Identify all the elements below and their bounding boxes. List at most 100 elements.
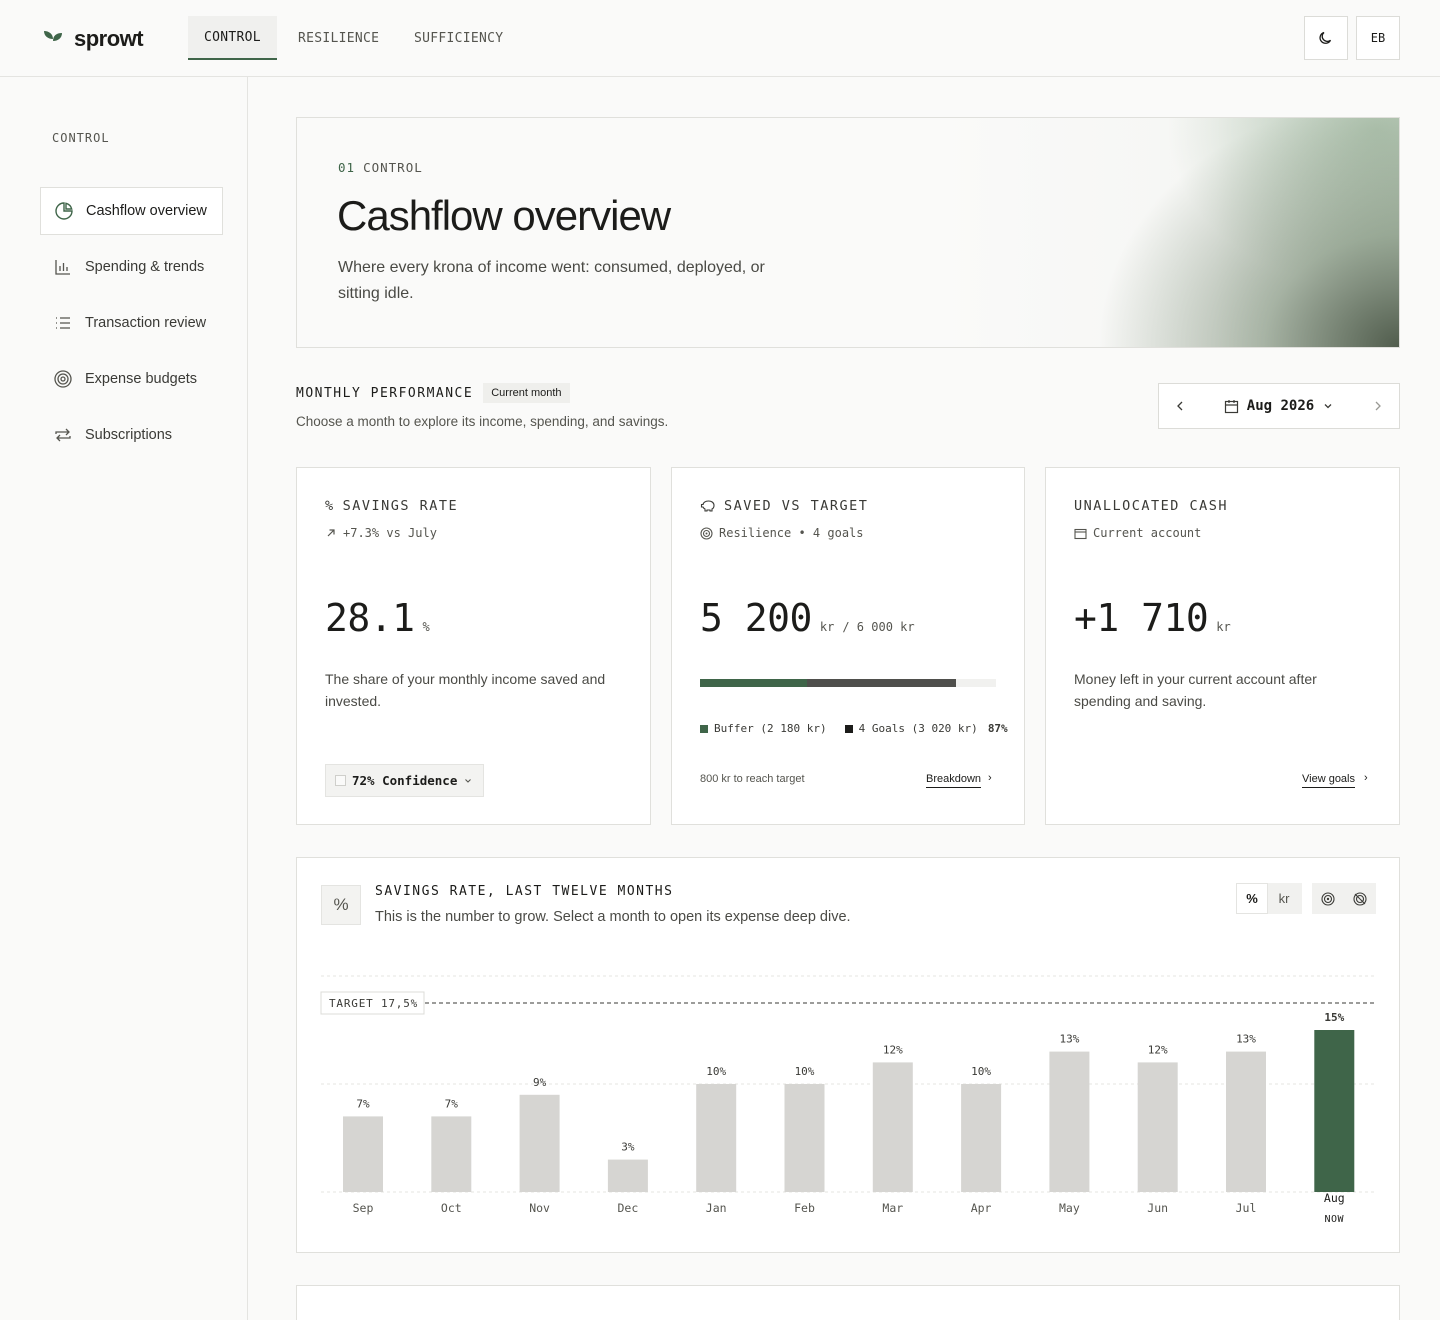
- saved-value: 5 200: [700, 596, 812, 640]
- card-value: 28.1 %: [325, 596, 430, 640]
- card-description: Money left in your current account after…: [1074, 671, 1317, 709]
- x-tick-label: Sep: [353, 1201, 374, 1215]
- x-tick-label: Oct: [441, 1201, 462, 1215]
- month-select[interactable]: Aug 2026: [1224, 398, 1334, 414]
- sidebar-section-label: CONTROL: [52, 131, 110, 145]
- bar-value-label: 13%: [1059, 1033, 1079, 1046]
- savings-rate-value: 28.1: [325, 596, 415, 640]
- x-tick-label: Jun: [1147, 1201, 1168, 1215]
- x-tick-label: Aug: [1324, 1191, 1345, 1205]
- bar-jun[interactable]: [1137, 1062, 1178, 1192]
- hero-banner: 01 CONTROL Cashflow overview Where every …: [296, 117, 1400, 348]
- sidebar-item-spending-trends[interactable]: Spending & trends: [40, 243, 223, 291]
- buffer-swatch: [700, 724, 708, 733]
- bar-dec[interactable]: [607, 1159, 648, 1192]
- bar-jul[interactable]: [1226, 1051, 1266, 1192]
- x-tick-label: Jul: [1236, 1201, 1257, 1215]
- chevron-left-icon[interactable]: [1173, 399, 1187, 413]
- x-tick-label: Apr: [971, 1201, 992, 1215]
- x-tick-label: Feb: [794, 1201, 815, 1215]
- sidebar-item-cashflow-overview[interactable]: Cashflow overview: [40, 187, 223, 235]
- bar-value-label: 9%: [533, 1076, 547, 1089]
- theme-toggle-button[interactable]: [1304, 16, 1348, 60]
- card-value: +1 710 kr: [1074, 596, 1231, 640]
- savings-rate-unit: %: [422, 620, 430, 634]
- page-subtitle: Where every krona of income went: consum…: [338, 259, 765, 302]
- top-bar: sprowt CONTROL RESILIENCE SUFFICIENCY EB: [0, 0, 1440, 77]
- progress-goals-segment: [807, 679, 957, 687]
- confidence-indicator: [335, 775, 346, 786]
- bar-value-label: 13%: [1236, 1033, 1256, 1046]
- bar-value-label: 12%: [1148, 1043, 1168, 1056]
- view-goals-link[interactable]: View goals: [1302, 773, 1355, 788]
- sidebar-item-label: Spending & trends: [85, 259, 205, 275]
- monthly-performance-header: MONTHLY PERFORMANCE Current month: [296, 383, 570, 403]
- confidence-label: 72% Confidence: [352, 773, 458, 788]
- card-header: SAVED VS TARGET: [700, 498, 868, 514]
- bar-feb[interactable]: [784, 1084, 825, 1192]
- x-tick-label: Nov: [529, 1201, 550, 1215]
- bar-chart-icon: [55, 260, 70, 275]
- saved-vs-target-card: SAVED VS TARGET Resilience • 4 goals 5 2…: [671, 467, 1025, 825]
- bar-sep[interactable]: [343, 1116, 383, 1192]
- confidence-dropdown[interactable]: 72% Confidence: [325, 764, 484, 797]
- sidebar-item-transaction-review[interactable]: Transaction review: [40, 299, 223, 347]
- section-title: MONTHLY PERFORMANCE: [296, 385, 474, 401]
- calendar-icon: [1224, 399, 1238, 413]
- chevron-right-icon: ›: [988, 772, 992, 784]
- target-percent: 87%: [987, 722, 1008, 735]
- tab-sufficiency[interactable]: SUFFICIENCY: [414, 30, 504, 46]
- logo[interactable]: sprowt: [42, 26, 144, 52]
- card-meta: Current account: [1074, 526, 1201, 540]
- target-off-view-option[interactable]: [1344, 883, 1376, 914]
- target-view-option[interactable]: [1312, 883, 1344, 914]
- bar-mar[interactable]: [872, 1062, 913, 1192]
- target-label-box: [320, 991, 425, 1015]
- bar-may[interactable]: [1049, 1051, 1090, 1192]
- sidebar-item-subscriptions[interactable]: Subscriptions: [40, 411, 223, 459]
- section-subtitle: Choose a month to explore its income, sp…: [296, 414, 669, 429]
- x-tick-label: Jan: [706, 1201, 727, 1215]
- bar-value-label: 10%: [795, 1065, 815, 1078]
- card-meta: +7.3% vs July: [325, 526, 437, 540]
- sidebar-item-label: Expense budgets: [85, 371, 198, 387]
- goals-meta: Resilience • 4 goals: [719, 526, 864, 540]
- percent-icon: %: [325, 498, 335, 514]
- percent-icon: %: [321, 885, 361, 925]
- bar-value-label: 10%: [971, 1065, 991, 1078]
- breakdown-link[interactable]: Breakdown: [926, 773, 982, 788]
- target-icon: [700, 526, 713, 540]
- bar-value-label: 3%: [621, 1141, 635, 1154]
- view-toggle: [1312, 883, 1376, 914]
- chevron-right-icon[interactable]: [1371, 399, 1385, 413]
- current-month-badge: Current month: [483, 383, 570, 403]
- chevron-down-icon: [465, 778, 472, 783]
- savings-rate-chart-panel: % SAVINGS RATE, LAST TWELVE MONTHS This …: [296, 857, 1400, 1253]
- chevron-down-icon: [1324, 404, 1332, 409]
- unallocated-cash-card: UNALLOCATED CASH Current account +1 710 …: [1045, 467, 1400, 825]
- sprout-icon: [44, 31, 62, 48]
- bar-nov[interactable]: [519, 1094, 560, 1192]
- chart-subtitle: This is the number to grow. Select a mon…: [375, 909, 851, 925]
- selected-month: Aug 2026: [1246, 398, 1315, 414]
- card-meta: Resilience • 4 goals: [700, 526, 864, 540]
- unit-kr-option[interactable]: kr: [1278, 891, 1290, 906]
- arrow-up-right-icon: [327, 529, 335, 537]
- card-header: UNALLOCATED CASH: [1074, 498, 1228, 514]
- wallet-icon: [1074, 528, 1087, 539]
- bar-jan[interactable]: [696, 1084, 737, 1192]
- card-value: 5 200 kr / 6 000 kr: [700, 596, 915, 640]
- bar-oct[interactable]: [431, 1116, 472, 1192]
- sidebar-item-expense-budgets[interactable]: Expense budgets: [40, 355, 223, 403]
- bar-aug[interactable]: [1314, 1030, 1355, 1192]
- bar-value-label: 7%: [356, 1097, 370, 1110]
- avatar[interactable]: EB: [1356, 16, 1400, 60]
- moon-icon: [1319, 31, 1332, 44]
- page-title: Cashflow overview: [337, 192, 671, 239]
- unallocated-unit: kr: [1216, 620, 1231, 634]
- tab-resilience[interactable]: RESILIENCE: [298, 30, 380, 46]
- unit-percent-option[interactable]: %: [1236, 883, 1268, 914]
- tab-control[interactable]: CONTROL: [188, 16, 277, 60]
- bar-apr[interactable]: [961, 1084, 1002, 1192]
- hero-gradient: [939, 118, 1399, 347]
